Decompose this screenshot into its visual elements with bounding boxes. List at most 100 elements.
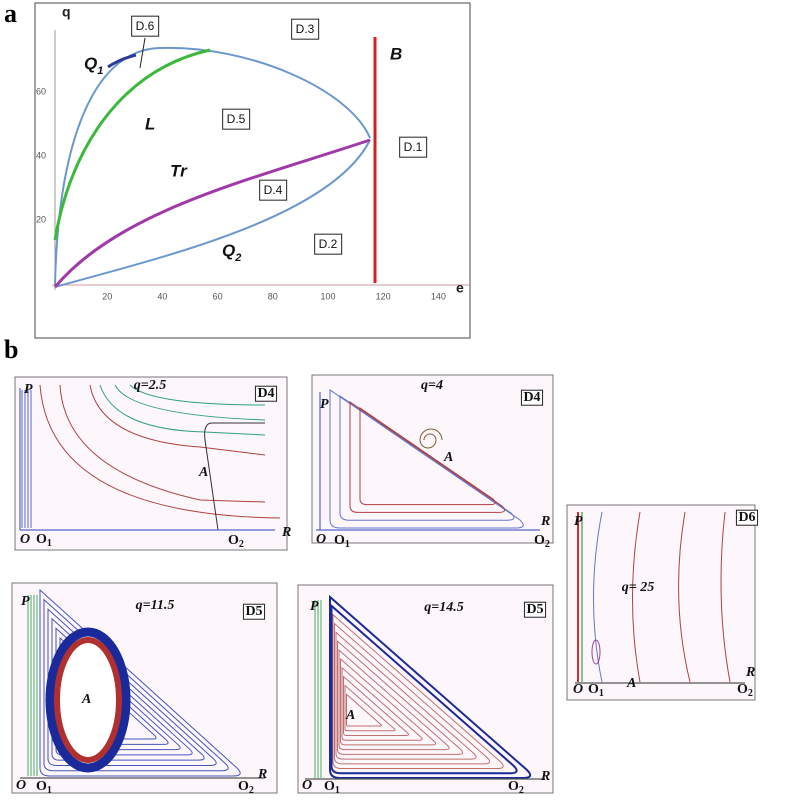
trajectory bbox=[340, 657, 437, 746]
trajectory bbox=[337, 640, 464, 755]
pointer bbox=[139, 37, 146, 69]
region-label: D.4 bbox=[264, 183, 283, 197]
equilibrium-label: O1 bbox=[324, 779, 340, 796]
y-tick-label: 40 bbox=[36, 150, 46, 160]
equilibrium-label: O2 bbox=[737, 682, 753, 699]
axis-letter: P bbox=[24, 382, 33, 397]
limit-cycle bbox=[591, 639, 601, 665]
panel-letter: a bbox=[4, 0, 17, 28]
axis-letter: R bbox=[540, 769, 550, 784]
trajectory bbox=[129, 384, 266, 406]
label-sub: 1 bbox=[345, 539, 350, 550]
label-box bbox=[520, 389, 544, 406]
trajectory bbox=[335, 631, 477, 760]
label-box bbox=[242, 603, 266, 620]
trajectory bbox=[99, 384, 266, 436]
label-box bbox=[291, 18, 320, 40]
equilibrium-label: O1 bbox=[36, 532, 52, 549]
portrait-frame bbox=[14, 376, 288, 551]
equilibrium-label: O2 bbox=[238, 779, 254, 796]
label-sub: 2 bbox=[519, 785, 524, 796]
x-tick-label: 20 bbox=[102, 291, 112, 301]
label-box bbox=[523, 601, 547, 618]
axis-letter: O bbox=[316, 532, 326, 547]
axis-letter: P bbox=[574, 514, 583, 529]
curve-tr bbox=[53, 138, 371, 288]
portrait-frame bbox=[566, 504, 756, 701]
axis-letter: R bbox=[257, 767, 267, 782]
equilibrium-label: O2 bbox=[534, 533, 550, 550]
label-main: O bbox=[534, 533, 545, 548]
label-main: O bbox=[238, 779, 249, 794]
label-main: O bbox=[36, 779, 47, 794]
curve-l bbox=[53, 48, 211, 241]
label-sub: 1 bbox=[335, 785, 340, 796]
label-sub: 1 bbox=[599, 688, 604, 699]
curve-label: Tr bbox=[170, 161, 188, 180]
label-main: O bbox=[588, 682, 599, 697]
region-label: D.1 bbox=[404, 140, 423, 154]
axis-letter: O bbox=[573, 682, 583, 697]
label-box bbox=[254, 385, 278, 402]
trajectory bbox=[47, 608, 217, 766]
curve-label: Q2 bbox=[222, 241, 241, 263]
region-label: D.6 bbox=[136, 19, 155, 33]
curve-q1 bbox=[54, 46, 371, 286]
x-tick-label: 80 bbox=[268, 291, 278, 301]
label-box bbox=[259, 179, 288, 201]
trajectory bbox=[344, 684, 396, 732]
label-sub: 2 bbox=[748, 688, 753, 699]
axis-letter: R bbox=[745, 665, 755, 680]
attractor-label: A bbox=[345, 708, 355, 723]
trajectory bbox=[329, 389, 524, 529]
x-tick-label: 60 bbox=[213, 291, 223, 301]
trajectory bbox=[89, 384, 266, 456]
region-label: D5 bbox=[245, 604, 262, 619]
label-sub: 2 bbox=[239, 539, 244, 550]
trajectory bbox=[330, 603, 518, 775]
attractor-label: A bbox=[626, 676, 636, 691]
label-sub: 2 bbox=[249, 785, 254, 796]
attractor-label: A bbox=[443, 450, 453, 465]
curve-label: Q1 bbox=[84, 54, 103, 76]
q-label: q=4 bbox=[421, 378, 443, 393]
trajectory bbox=[43, 598, 229, 772]
trajectory bbox=[39, 588, 241, 777]
curve-q2 bbox=[54, 139, 371, 288]
region-label: D.2 bbox=[319, 237, 338, 251]
axis-letter: O bbox=[20, 532, 30, 547]
trajectory bbox=[329, 594, 532, 779]
region-label: D.3 bbox=[296, 22, 315, 36]
label-box bbox=[735, 509, 759, 526]
trajectory bbox=[55, 627, 193, 756]
attractor-rim bbox=[54, 637, 122, 763]
label-main: O bbox=[324, 779, 335, 794]
curve-label: L bbox=[145, 114, 155, 133]
label-main: O bbox=[508, 779, 519, 794]
axis-letter: P bbox=[21, 594, 30, 609]
label-main: O bbox=[228, 533, 239, 548]
y-tick-label: 20 bbox=[36, 214, 46, 224]
trajectory bbox=[334, 622, 491, 765]
axis-letter: P bbox=[320, 397, 329, 412]
panel-letter: b bbox=[4, 335, 18, 364]
trajectory bbox=[39, 384, 281, 519]
attractor-label: A bbox=[198, 465, 208, 480]
axis-letter: O bbox=[302, 778, 312, 793]
axis-letter: P bbox=[310, 599, 319, 614]
curve-label: B bbox=[390, 44, 402, 63]
axis-letter: R bbox=[281, 525, 291, 540]
label-box bbox=[222, 108, 251, 130]
label-box bbox=[399, 136, 428, 158]
trajectory bbox=[338, 648, 450, 751]
region-label: D5 bbox=[526, 602, 543, 617]
equilibrium-label: O1 bbox=[36, 779, 52, 796]
label-main: O bbox=[737, 682, 748, 697]
trajectory bbox=[59, 384, 266, 503]
trajectory bbox=[114, 384, 266, 421]
x-tick-label: 100 bbox=[320, 291, 335, 301]
label-box bbox=[131, 15, 160, 37]
trajectory bbox=[343, 675, 410, 736]
equilibrium-label: O2 bbox=[508, 779, 524, 796]
